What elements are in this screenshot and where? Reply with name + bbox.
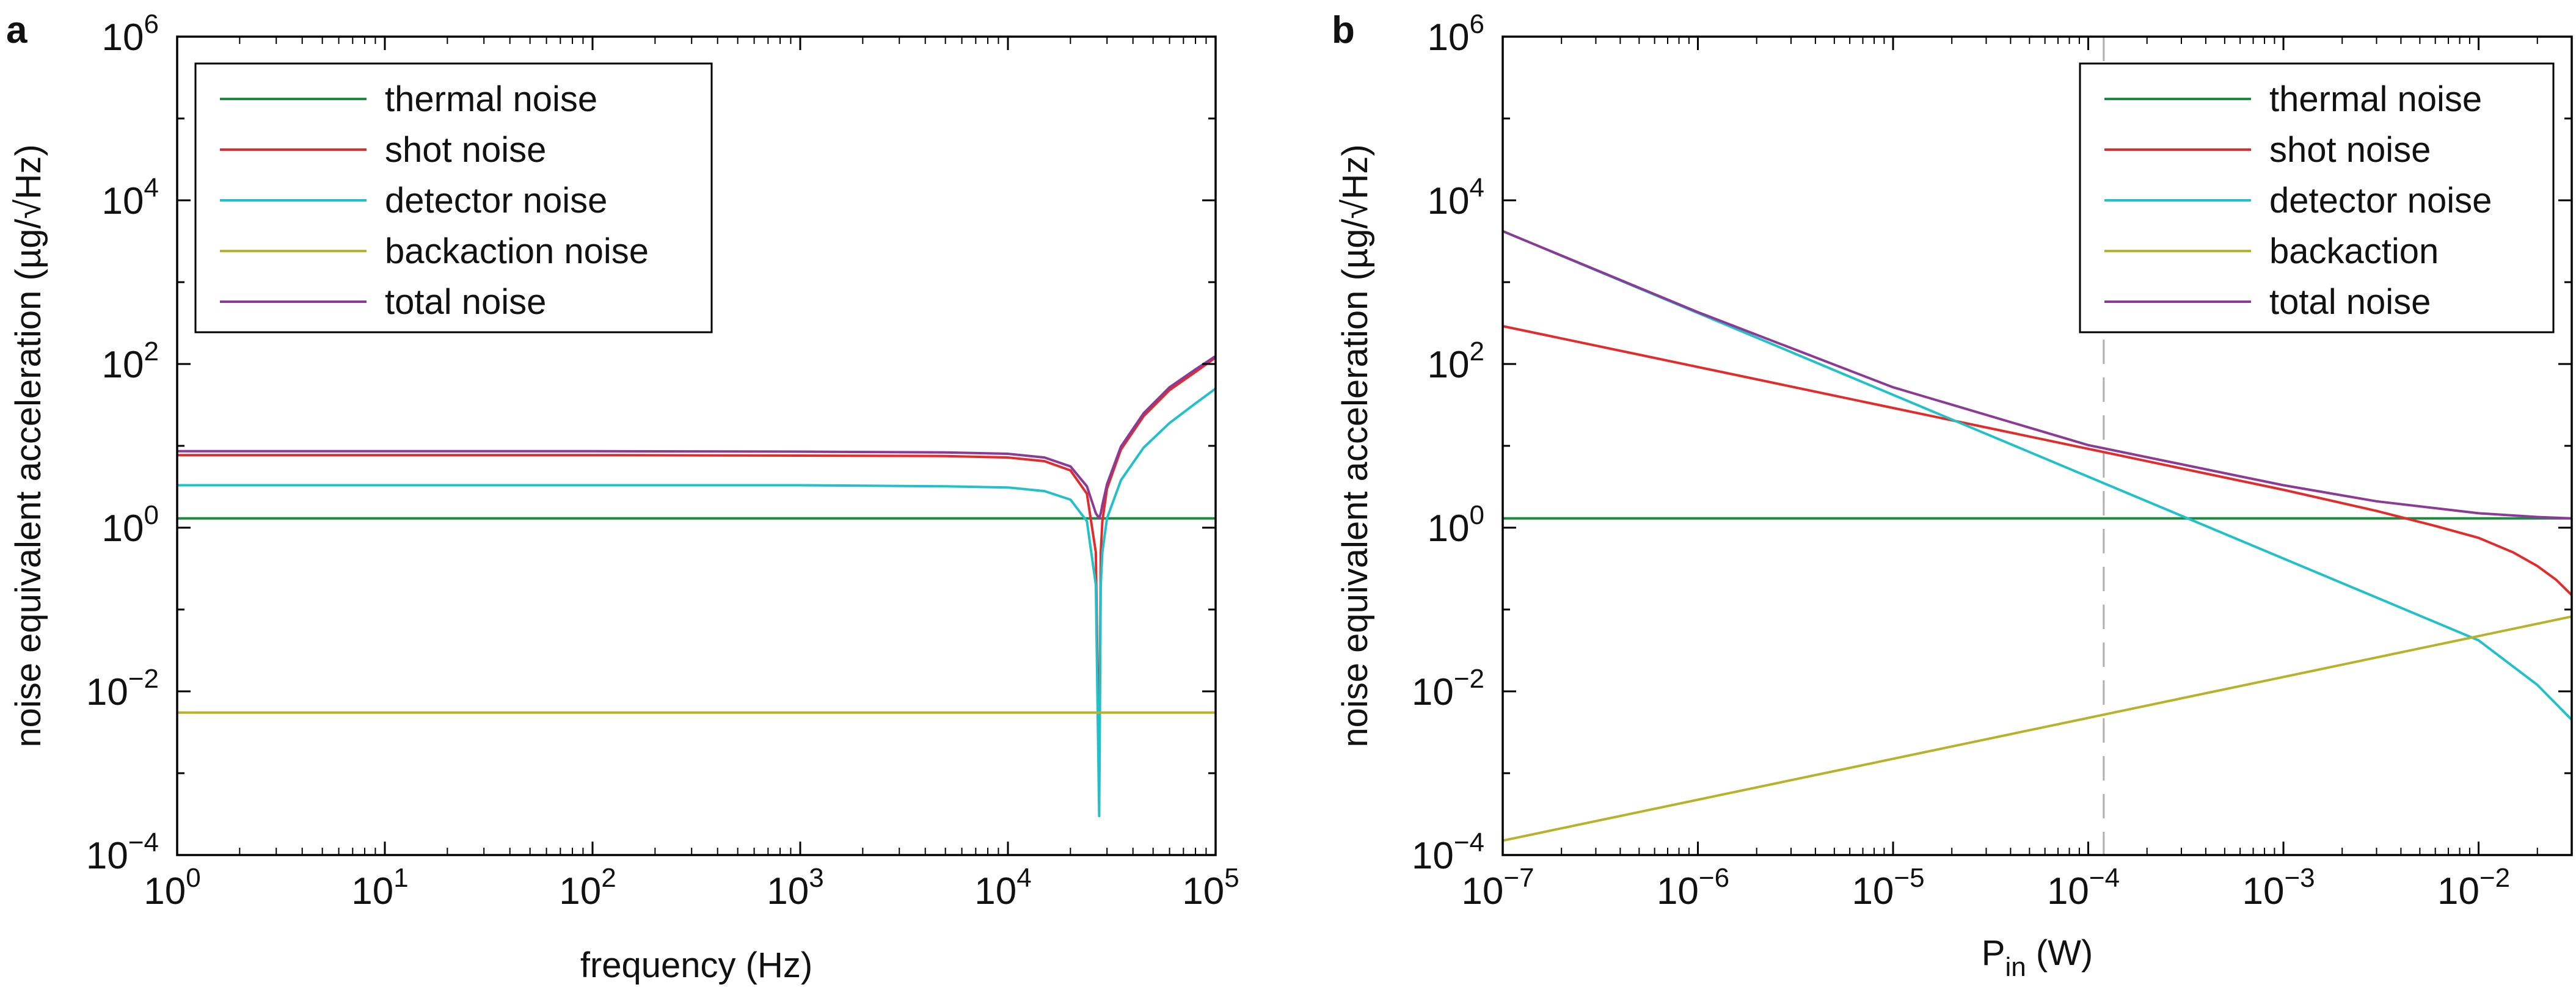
panel-a-xlabel: frequency (Hz) xyxy=(580,945,812,985)
legend-label-thermal: thermal noise xyxy=(2269,79,2482,119)
panel-a-axes: 100 101 102 103 104 105 10−4 10−2 100 102 104 106 xyxy=(86,9,1239,912)
legend-label-shot: shot noise xyxy=(2269,130,2431,170)
panel-a-letter: a xyxy=(6,9,27,51)
total-noise-curve xyxy=(177,355,1217,520)
x-tick-label: 104 xyxy=(974,863,1031,912)
detector-noise-curve xyxy=(1502,230,2573,721)
x-tick-label: 10−5 xyxy=(1852,863,1924,912)
y-tick-label: 106 xyxy=(102,9,159,59)
legend-label-shot: shot noise xyxy=(385,130,546,170)
x-tick-label: 102 xyxy=(559,863,616,912)
legend-label-detector: detector noise xyxy=(385,181,607,220)
panel-b-xlabel-unit: (W) xyxy=(2026,933,2093,973)
y-tick-label: 10−4 xyxy=(1412,828,1484,877)
legend-label-detector: detector noise xyxy=(2269,181,2492,220)
y-tick-label: 102 xyxy=(102,337,159,386)
panel-b-xlabel: Pin (W) xyxy=(1982,933,2093,982)
y-tick-label: 104 xyxy=(1428,173,1484,222)
panel-b-xlabel-sub: in xyxy=(2005,952,2026,982)
y-tick-label: 10−2 xyxy=(86,664,159,713)
y-tick-label: 106 xyxy=(1428,9,1484,59)
detector-noise-curve xyxy=(177,387,1217,818)
y-tick-label: 100 xyxy=(1428,500,1484,550)
y-tick-label: 10−2 xyxy=(1412,664,1484,713)
x-tick-label: 10−2 xyxy=(2437,863,2510,912)
total-noise-curve xyxy=(1502,230,2572,520)
x-tick-label: 10−7 xyxy=(1461,863,1534,912)
panel-b-legend: thermal noise shot noise detector noise bac… xyxy=(2079,62,2555,333)
x-tick-label: 103 xyxy=(767,863,823,912)
x-tick-label: 101 xyxy=(351,863,408,912)
panel-b-plot-area xyxy=(1502,37,2573,855)
panel-a: a 100 101 102 103 104 105 10−4 10−2 100 102 104 106… xyxy=(6,9,1239,985)
x-tick-label: 10−6 xyxy=(1657,863,1729,912)
y-tick-label: 10−4 xyxy=(86,828,159,877)
panel-a-ylabel: noise equivalent acceleration (µg/√Hz) xyxy=(9,144,48,747)
legend-label-thermal: thermal noise xyxy=(385,79,597,119)
x-tick-label: 100 xyxy=(144,863,200,912)
y-tick-label: 104 xyxy=(102,173,159,222)
panel-a-plot-area xyxy=(177,355,1217,818)
panel-b-axes: 10−7 10−6 10−5 10−4 10−3 10−2 10−4 10−2 100 102 10… xyxy=(1412,9,2572,912)
backaction-noise-curve xyxy=(1502,615,2572,842)
x-tick-label: 10−4 xyxy=(2047,863,2120,912)
legend-label-backaction: backaction xyxy=(2269,231,2439,271)
panel-b: b 10−7 10−6 10−5 10−4 10−3 10−2 10−4 10−2 100 102… xyxy=(1332,9,2573,982)
panel-b-ylabel: noise equivalent acceleration (µg/√Hz) xyxy=(1335,144,1375,747)
legend-label-total: total noise xyxy=(385,282,546,322)
y-tick-label: 102 xyxy=(1428,337,1484,386)
y-tick-label: 100 xyxy=(102,500,159,550)
legend-label-total: total noise xyxy=(2269,282,2431,322)
panel-a-legend: thermal noise shot noise detector noise bac… xyxy=(194,62,713,333)
legend-box xyxy=(194,62,713,333)
panel-b-xlabel-main: P xyxy=(1982,933,2005,973)
legend-label-backaction: backaction noise xyxy=(385,231,649,271)
x-tick-label: 105 xyxy=(1182,863,1239,912)
shot-noise-curve xyxy=(177,356,1217,782)
legend-box xyxy=(2079,62,2555,333)
shot-noise-curve xyxy=(1502,325,2573,596)
panel-b-letter: b xyxy=(1332,9,1355,51)
x-tick-label: 10−3 xyxy=(2242,863,2315,912)
